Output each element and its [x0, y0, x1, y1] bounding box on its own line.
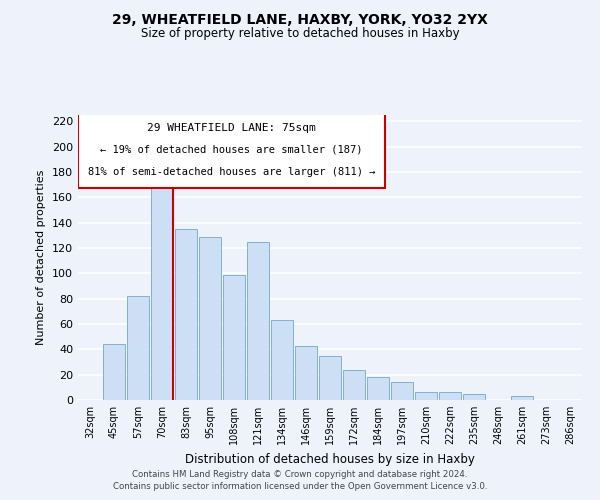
- Bar: [463, 394, 485, 400]
- Bar: [175, 229, 197, 400]
- Bar: [319, 356, 341, 400]
- Bar: [247, 242, 269, 400]
- Bar: [295, 346, 317, 400]
- Bar: [223, 274, 245, 400]
- Text: 81% of semi-detached houses are larger (811) →: 81% of semi-detached houses are larger (…: [88, 166, 376, 176]
- Text: 29 WHEATFIELD LANE: 75sqm: 29 WHEATFIELD LANE: 75sqm: [148, 123, 316, 133]
- FancyBboxPatch shape: [78, 112, 385, 188]
- Text: Contains HM Land Registry data © Crown copyright and database right 2024.: Contains HM Land Registry data © Crown c…: [132, 470, 468, 479]
- Text: 29, WHEATFIELD LANE, HAXBY, YORK, YO32 2YX: 29, WHEATFIELD LANE, HAXBY, YORK, YO32 2…: [112, 12, 488, 26]
- Bar: [151, 182, 173, 400]
- Text: Contains public sector information licensed under the Open Government Licence v3: Contains public sector information licen…: [113, 482, 487, 491]
- Bar: [103, 344, 125, 400]
- Bar: [415, 392, 437, 400]
- Text: ← 19% of detached houses are smaller (187): ← 19% of detached houses are smaller (18…: [100, 145, 363, 155]
- Bar: [127, 296, 149, 400]
- Text: Size of property relative to detached houses in Haxby: Size of property relative to detached ho…: [140, 28, 460, 40]
- Bar: [439, 392, 461, 400]
- Bar: [367, 377, 389, 400]
- Bar: [511, 396, 533, 400]
- Bar: [391, 382, 413, 400]
- Y-axis label: Number of detached properties: Number of detached properties: [37, 170, 46, 345]
- Bar: [343, 370, 365, 400]
- Bar: [199, 236, 221, 400]
- Bar: [271, 320, 293, 400]
- X-axis label: Distribution of detached houses by size in Haxby: Distribution of detached houses by size …: [185, 452, 475, 466]
